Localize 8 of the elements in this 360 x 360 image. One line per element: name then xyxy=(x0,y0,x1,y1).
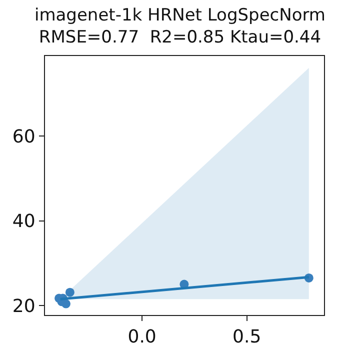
y-tick-label: 20 xyxy=(12,296,36,317)
point xyxy=(61,299,70,308)
point xyxy=(65,288,74,297)
y-tick-label: 60 xyxy=(12,126,36,148)
x-tick-label: 0.5 xyxy=(232,326,262,348)
y-tick-label: 40 xyxy=(12,211,36,232)
chart-title: imagenet-1k HRNet LogSpecNorm RMSE=0.77 R2=0.85 Ktau=0.44 xyxy=(34,5,326,48)
x-tick-label: 0.0 xyxy=(128,326,156,348)
